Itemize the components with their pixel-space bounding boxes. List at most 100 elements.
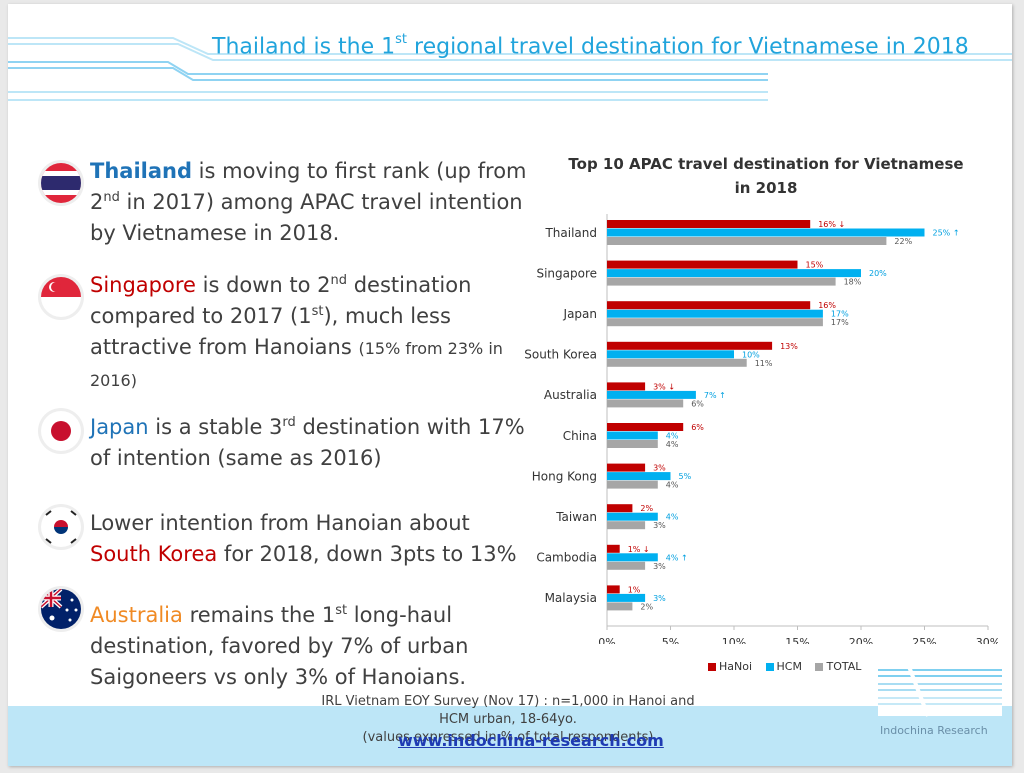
- bullet-segment: destination compared to 2017 (1: [90, 273, 472, 328]
- category-label: Cambodia: [536, 551, 597, 565]
- bar-hanoi: [607, 382, 646, 391]
- bar-hcm: [607, 390, 696, 399]
- bar-hcm: [607, 228, 925, 237]
- bullet-segment: st: [311, 304, 324, 319]
- bullet-segment: is a stable 3: [148, 415, 283, 439]
- data-label: 22%: [894, 237, 912, 246]
- data-label: 7% ↑: [704, 391, 726, 400]
- bullet-segment: long-haul destination, favored by 7% of …: [90, 603, 469, 689]
- data-label: 5%: [679, 472, 692, 481]
- bar-hcm: [607, 431, 658, 440]
- bar-total: [607, 318, 823, 327]
- bullet-segment: rd: [282, 415, 296, 430]
- category-label: Malaysia: [545, 591, 597, 605]
- bar-total: [607, 237, 887, 245]
- bullet-segment: ), much less attractive from Hanoians: [90, 304, 451, 359]
- bar-hcm: [607, 593, 646, 602]
- bar-hanoi: [607, 301, 811, 310]
- legend-swatch-total: [815, 663, 824, 671]
- legend-swatch-hanoi: [708, 663, 716, 671]
- legend-swatch-hcm: [765, 663, 774, 671]
- x-tick-label: 25%: [912, 636, 936, 644]
- x-tick-label: 20%: [849, 636, 873, 644]
- data-label: 16% ↓: [818, 220, 845, 229]
- bar-hcm: [607, 472, 671, 481]
- data-label: 10%: [742, 350, 760, 359]
- bullet-highlight: Singapore: [90, 273, 196, 297]
- category-label: South Korea: [524, 348, 597, 362]
- data-label: 13%: [780, 342, 798, 351]
- footer-band: [8, 706, 1012, 766]
- x-tick-label: 0%: [598, 636, 615, 644]
- bullet-highlight: Japan: [90, 415, 149, 439]
- data-label: 2%: [640, 504, 653, 513]
- chart-title: Top 10 APAC travel destination for Vietn…: [556, 152, 976, 200]
- website-link[interactable]: www.indochina-research.com: [398, 731, 664, 750]
- bullet-segment: destination with 17% of intention (same …: [90, 415, 525, 470]
- bullet-text: Lower intention from Hanoian about South…: [90, 508, 530, 570]
- bar-total: [607, 440, 658, 448]
- bar-total: [607, 521, 646, 530]
- thailand-flag-icon: [38, 160, 84, 206]
- bar-hanoi: [607, 504, 633, 513]
- data-label: 4%: [666, 481, 679, 490]
- data-label: 25% ↑: [933, 229, 960, 238]
- data-label: 3%: [653, 464, 666, 473]
- category-label: Thailand: [544, 226, 597, 240]
- header-stripes: [8, 37, 1012, 101]
- bullet-segment: Lower intention from Hanoian about: [90, 511, 470, 535]
- bullet-highlight: South Korea: [90, 542, 218, 566]
- data-label: 6%: [691, 399, 704, 408]
- singapore-flag-icon: [38, 274, 84, 320]
- data-label: 2%: [640, 602, 653, 611]
- x-tick-label: 30%: [976, 636, 998, 644]
- source-line-1: IRL Vietnam EOY Survey (Nov 17) : n=1,00…: [321, 694, 695, 727]
- bar-hcm: [607, 269, 861, 278]
- data-label: 1%: [628, 585, 641, 594]
- data-label: 4%: [666, 432, 679, 441]
- x-tick-label: 15%: [785, 636, 809, 644]
- bullet-highlight: Thailand: [90, 159, 192, 183]
- bullet-segment: remains the 1: [182, 603, 336, 627]
- bar-hcm: [607, 512, 658, 521]
- data-label: 15%: [806, 261, 824, 270]
- data-label: 16%: [818, 301, 836, 310]
- legend-label-hanoi: HaNoi: [719, 660, 753, 673]
- bar-hanoi: [607, 260, 798, 269]
- bullet-segment: nd: [330, 273, 348, 288]
- logo-text: Indochina Research: [880, 724, 988, 737]
- data-label: 17%: [831, 318, 849, 327]
- bar-hcm: [607, 309, 823, 318]
- bar-chart: 0% 5% 10% 15% 20% 25% 30% Thailand 16% ↓ 25% ↑ 22%…: [524, 214, 998, 644]
- slide: Thailand is the 1st regional travel dest…: [8, 4, 1012, 766]
- south-korea-flag-icon: [38, 504, 84, 550]
- data-label: 20%: [869, 269, 887, 278]
- chart-title-line-2: in 2018: [734, 179, 798, 197]
- bullet-segment: (15% from 23% in 2016): [90, 339, 503, 390]
- bullet-text: Singapore is down to 2nd destination com…: [90, 270, 530, 396]
- bar-total: [607, 358, 747, 367]
- data-label: 18%: [844, 278, 862, 287]
- data-label: 11%: [755, 359, 773, 368]
- bar-total: [607, 277, 836, 286]
- bar-total: [607, 602, 633, 611]
- bullet-highlight: Australia: [90, 603, 183, 627]
- data-label: 4%: [666, 513, 679, 522]
- bullet-segment: st: [335, 603, 348, 618]
- data-label: 17%: [831, 310, 849, 319]
- bullet-text: Thailand is moving to first rank (up fro…: [90, 156, 530, 249]
- x-tick-label: 5%: [662, 636, 679, 644]
- bar-hanoi: [607, 341, 773, 350]
- data-label: 3%: [653, 562, 666, 571]
- bar-hanoi: [607, 585, 620, 594]
- bar-total: [607, 480, 658, 489]
- legend-label-hcm: HCM: [776, 660, 802, 673]
- data-label: 1% ↓: [628, 545, 650, 554]
- category-label: Australia: [544, 388, 597, 402]
- data-label: 3% ↓: [653, 382, 675, 391]
- bullet-segment: is down to 2: [195, 273, 331, 297]
- bullet-segment: is moving to first rank (up from 2: [90, 159, 527, 214]
- bar-total: [607, 399, 684, 408]
- category-label: China: [563, 429, 597, 443]
- source-note: IRL Vietnam EOY Survey (Nov 17) : n=1,00…: [308, 693, 708, 747]
